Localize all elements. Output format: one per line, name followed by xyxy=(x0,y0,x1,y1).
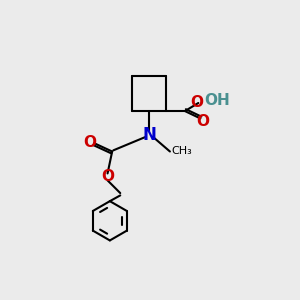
Text: O: O xyxy=(101,169,114,184)
Text: N: N xyxy=(142,126,156,144)
Text: O: O xyxy=(196,114,209,129)
Text: O: O xyxy=(84,135,97,150)
Text: CH₃: CH₃ xyxy=(171,146,192,157)
Text: OH: OH xyxy=(205,93,230,108)
Text: O: O xyxy=(190,95,203,110)
